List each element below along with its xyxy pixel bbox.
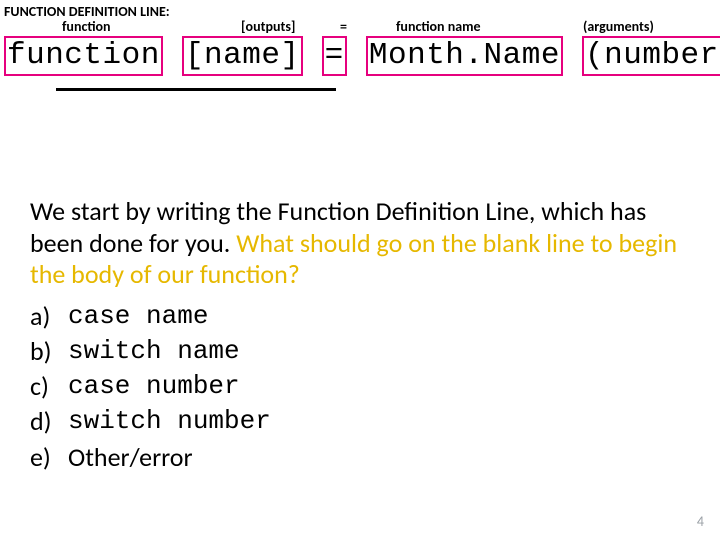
option-d-text: switch number [68, 404, 271, 439]
code-equals: = [322, 36, 347, 76]
label-outputs: [outputs] [241, 18, 295, 35]
label-fdl-line1: FUNCTION DEFINITION LINE: [4, 4, 170, 19]
option-b-letter: b) [30, 334, 68, 369]
option-c-letter: c) [30, 369, 68, 404]
label-function-definition: FUNCTION DEFINITION LINE: function [4, 4, 170, 35]
option-e-letter: e) [30, 440, 68, 475]
page-number: 4 [697, 513, 704, 530]
label-function-name: function name [396, 18, 481, 35]
label-fdl-line2: function [4, 19, 170, 34]
blank-underline [56, 88, 336, 91]
label-arguments: (arguments) [583, 18, 654, 35]
option-e: e) Other/error [30, 440, 690, 475]
option-c: c) case number [30, 369, 690, 404]
option-b-text: switch name [68, 334, 240, 369]
option-c-text: case number [68, 369, 240, 404]
question-body: We start by writing the Function Definit… [30, 196, 690, 475]
option-a: a) case name [30, 299, 690, 334]
code-function-name: Month.Name [366, 36, 563, 76]
code-outputs: [name] [182, 36, 303, 76]
options-list: a) case name b) switch name c) case numb… [30, 299, 690, 474]
option-a-text: case name [68, 299, 208, 334]
option-b: b) switch name [30, 334, 690, 369]
option-e-text: Other/error [68, 440, 193, 475]
option-a-letter: a) [30, 299, 68, 334]
code-arguments: (number) [582, 36, 720, 76]
code-function-keyword: function [4, 36, 163, 76]
option-d: d) switch number [30, 404, 690, 439]
code-definition-line: function [name] = Month.Name (number) [4, 36, 716, 76]
label-equals: = [340, 18, 347, 35]
option-d-letter: d) [30, 404, 68, 439]
